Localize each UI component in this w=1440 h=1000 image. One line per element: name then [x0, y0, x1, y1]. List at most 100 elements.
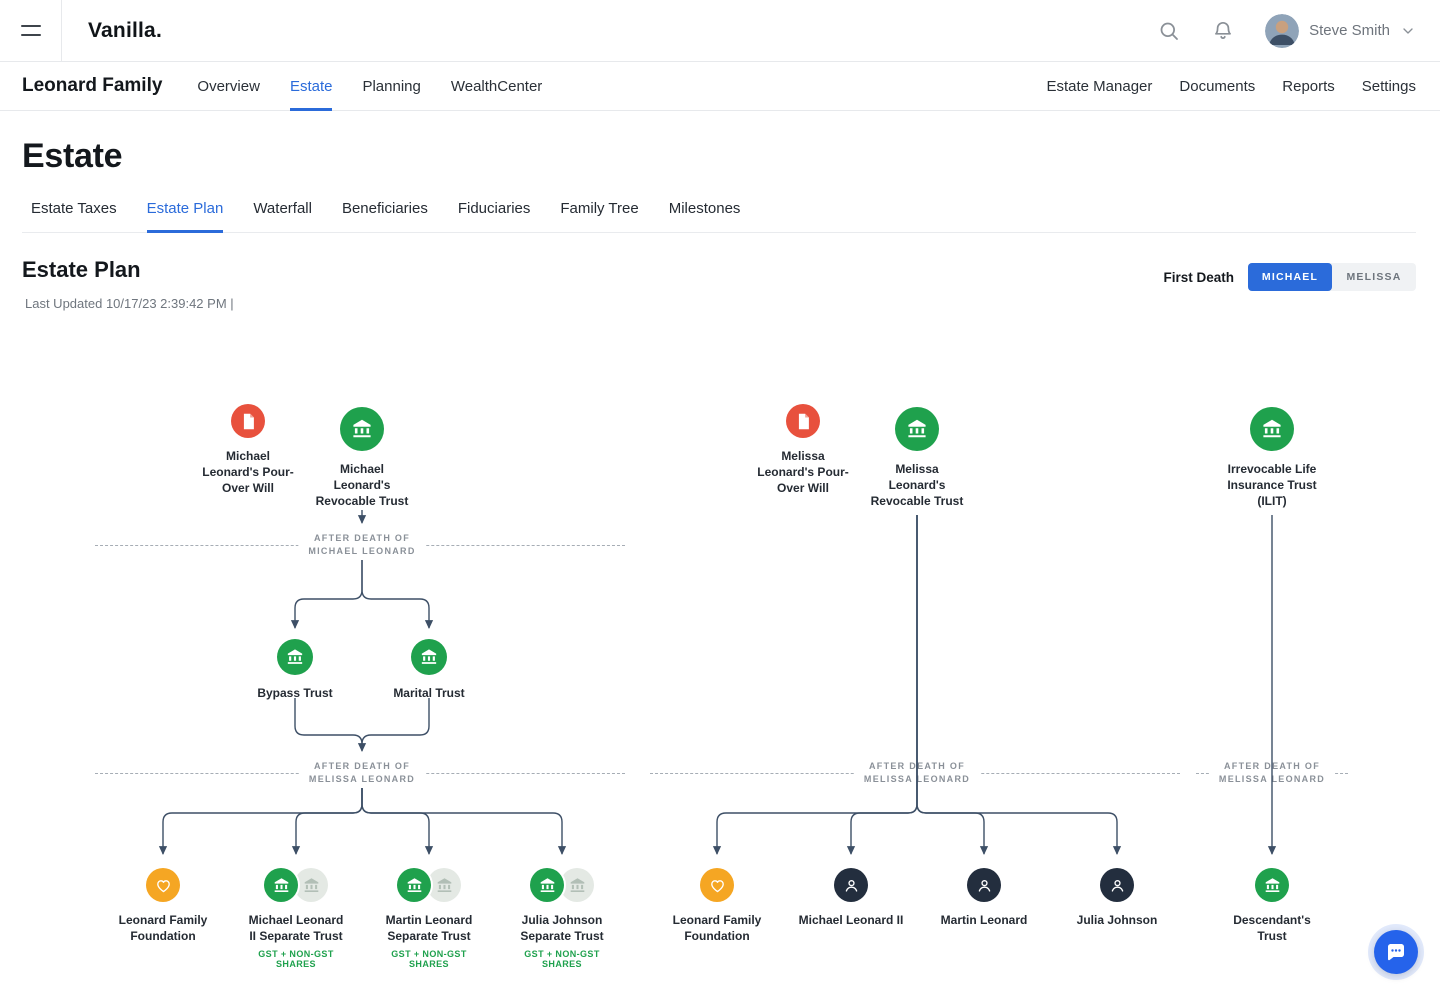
- tab-fiduciaries[interactable]: Fiduciaries: [458, 200, 531, 232]
- family-nav: Leonard Family Overview Estate Planning …: [0, 62, 1440, 111]
- node-label: Bypass Trust: [257, 686, 333, 700]
- menu-bar: [20, 34, 41, 36]
- nav-item-estate-manager[interactable]: Estate Manager: [1046, 77, 1153, 95]
- trust-icon-secondary: [560, 868, 594, 902]
- avatar: [1265, 13, 1300, 48]
- divider-text: MELISSA LEONARD: [308, 774, 416, 784]
- node-label: Leonard Family Foundation: [672, 913, 762, 943]
- node-michael-leonard-ii[interactable]: Michael Leonard II: [796, 868, 906, 928]
- node-melissa-revocable-trust[interactable]: Melissa Leonard's Revocable Trust: [867, 407, 967, 509]
- topbar-actions: Steve Smith: [1157, 13, 1440, 48]
- node-label: Michael Leonard II: [798, 913, 904, 927]
- divider-text: AFTER DEATH OF: [868, 761, 966, 771]
- tab-estate-plan[interactable]: Estate Plan: [146, 200, 223, 233]
- menu-icon[interactable]: [0, 0, 62, 62]
- after-death-divider: AFTER DEATH OF MICHAEL LEONARD: [298, 529, 426, 561]
- node-label: Michael Leonard's Pour-Over Will: [202, 449, 294, 495]
- nav-item-settings[interactable]: Settings: [1361, 77, 1416, 95]
- divider-text: MELISSA LEONARD: [863, 774, 971, 784]
- node-melissa-pour-over-will[interactable]: Melissa Leonard's Pour-Over Will: [755, 404, 851, 496]
- after-death-divider: AFTER DEATH OF MELISSA LEONARD: [298, 757, 426, 789]
- tab-milestones[interactable]: Milestones: [669, 200, 741, 232]
- nav-item-wealthcenter[interactable]: WealthCenter: [451, 62, 542, 111]
- estate-plan-diagram: AFTER DEATH OF MICHAEL LEONARD AFTER DEA…: [0, 360, 1440, 1000]
- node-martin-leonard[interactable]: Martin Leonard: [929, 868, 1039, 928]
- trust-icon: [340, 407, 384, 451]
- trust-icon: [411, 639, 447, 675]
- divider-text: MELISSA LEONARD: [1218, 774, 1326, 784]
- first-death-control: First Death MICHAEL MELISSA: [1163, 263, 1416, 291]
- first-death-label: First Death: [1163, 269, 1234, 285]
- after-death-divider: AFTER DEATH OF MELISSA LEONARD: [1208, 757, 1336, 789]
- node-michael-revocable-trust[interactable]: Michael Leonard's Revocable Trust: [312, 407, 412, 509]
- node-descendants-trust[interactable]: Descendant's Trust: [1224, 868, 1320, 944]
- foundation-icon: [146, 868, 180, 902]
- node-leonard-family-foundation-right[interactable]: Leonard Family Foundation: [665, 868, 769, 944]
- family-nav-right: Estate Manager Documents Reports Setting…: [1046, 78, 1416, 95]
- first-death-michael-button[interactable]: MICHAEL: [1248, 263, 1332, 291]
- node-label: Martin Leonard Separate Trust: [385, 913, 473, 943]
- estate-tabs: Estate Taxes Estate Plan Waterfall Benef…: [22, 200, 1416, 233]
- node-label: Julia Johnson Separate Trust: [520, 913, 604, 943]
- trust-icon-secondary: [294, 868, 328, 902]
- tab-waterfall[interactable]: Waterfall: [253, 200, 312, 232]
- search-icon[interactable]: [1157, 19, 1181, 43]
- node-label: Melissa Leonard's Pour-Over Will: [757, 449, 849, 495]
- trust-icon: [530, 868, 564, 902]
- dual-trust-icon: [530, 868, 594, 902]
- tab-family-tree[interactable]: Family Tree: [560, 200, 638, 232]
- node-ilit[interactable]: Irrevocable Life Insurance Trust (ILIT): [1212, 407, 1332, 509]
- node-label: Irrevocable Life Insurance Trust (ILIT): [1227, 462, 1317, 508]
- user-name: Steve Smith: [1309, 22, 1390, 39]
- tab-beneficiaries[interactable]: Beneficiaries: [342, 200, 428, 232]
- person-icon: [967, 868, 1001, 902]
- gst-shares-label: GST + NON-GST SHARES: [258, 949, 334, 969]
- chat-button[interactable]: [1374, 930, 1418, 974]
- node-bypass-trust[interactable]: Bypass Trust: [240, 639, 350, 701]
- node-michael-ii-separate-trust[interactable]: Michael Leonard II Separate Trust GST + …: [246, 868, 346, 969]
- menu-bar: [20, 25, 41, 27]
- node-leonard-family-foundation-left[interactable]: Leonard Family Foundation: [111, 868, 215, 944]
- node-julia-separate-trust[interactable]: Julia Johnson Separate Trust GST + NON-G…: [512, 868, 612, 969]
- person-icon: [834, 868, 868, 902]
- divider-text: MICHAEL LEONARD: [308, 546, 416, 556]
- gst-shares-label: GST + NON-GST SHARES: [524, 949, 600, 969]
- node-label: Julia Johnson: [1076, 913, 1158, 927]
- divider-text: AFTER DEATH OF: [313, 533, 411, 543]
- node-label: Martin Leonard: [940, 913, 1028, 927]
- nav-item-documents[interactable]: Documents: [1179, 77, 1256, 95]
- node-marital-trust[interactable]: Marital Trust: [374, 639, 484, 701]
- node-julia-johnson[interactable]: Julia Johnson: [1062, 868, 1172, 928]
- node-martin-separate-trust[interactable]: Martin Leonard Separate Trust GST + NON-…: [379, 868, 479, 969]
- nav-item-overview[interactable]: Overview: [197, 62, 260, 111]
- family-nav-left: Overview Estate Planning WealthCenter: [197, 62, 542, 111]
- bell-icon[interactable]: [1211, 19, 1235, 43]
- node-label: Melissa Leonard's Revocable Trust: [870, 462, 964, 508]
- node-label: Michael Leonard II Separate Trust: [248, 913, 344, 943]
- last-updated: Last Updated 10/17/23 2:39:42 PM |: [25, 296, 234, 311]
- first-death-toggle: MICHAEL MELISSA: [1248, 263, 1416, 291]
- node-label: Descendant's Trust: [1233, 913, 1311, 943]
- trust-icon: [264, 868, 298, 902]
- plan-header: Estate Plan Last Updated 10/17/23 2:39:4…: [22, 257, 1416, 311]
- chat-bubble-icon: [1384, 940, 1408, 964]
- nav-item-estate[interactable]: Estate: [289, 62, 332, 111]
- nav-item-planning[interactable]: Planning: [362, 62, 420, 111]
- node-label: Michael Leonard's Revocable Trust: [315, 462, 409, 508]
- trust-icon-secondary: [427, 868, 461, 902]
- trust-icon: [1250, 407, 1294, 451]
- plan-title: Estate Plan: [22, 257, 141, 282]
- family-name: Leonard Family: [22, 75, 163, 96]
- first-death-melissa-button[interactable]: MELISSA: [1332, 263, 1416, 291]
- divider-text: AFTER DEATH OF: [1223, 761, 1321, 771]
- dual-trust-icon: [397, 868, 461, 902]
- node-label: Marital Trust: [393, 686, 465, 700]
- nav-item-reports[interactable]: Reports: [1282, 77, 1335, 95]
- user-menu[interactable]: Steve Smith: [1265, 13, 1416, 48]
- chevron-down-icon: [1400, 23, 1416, 39]
- node-michael-pour-over-will[interactable]: Michael Leonard's Pour-Over Will: [200, 404, 296, 496]
- foundation-icon: [700, 868, 734, 902]
- tab-estate-taxes[interactable]: Estate Taxes: [31, 200, 117, 232]
- will-icon: [231, 404, 265, 438]
